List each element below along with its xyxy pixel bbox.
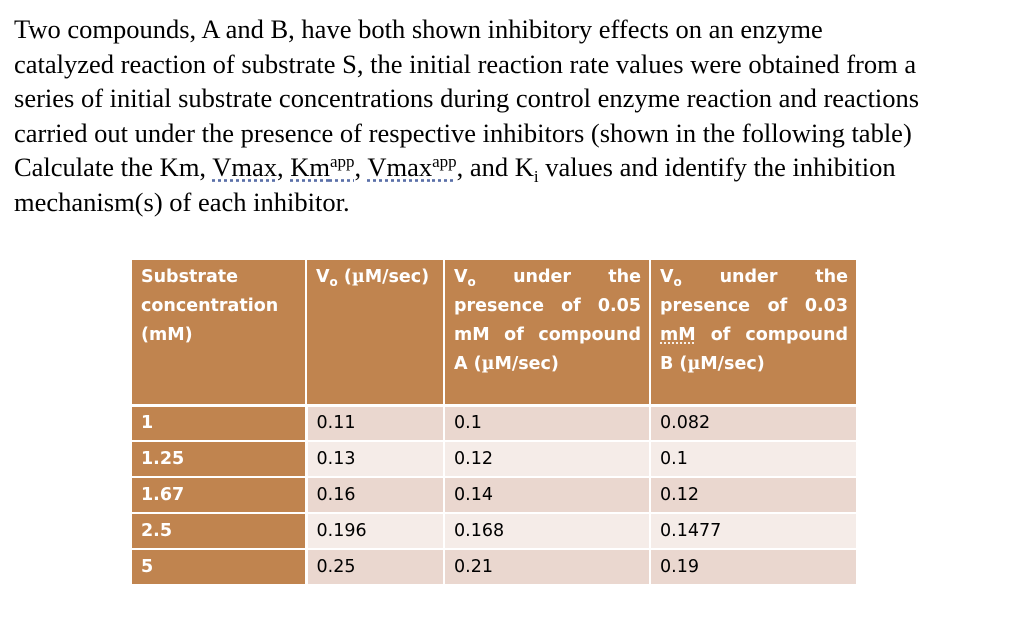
cell-compound-a: 0.1 [444, 405, 651, 442]
question-line-6: mechanism(s) of each inhibitor. [14, 186, 350, 217]
header-compound-a: Vo under the presence of 0.05 mM of comp… [444, 260, 651, 407]
table-row: 1.25 0.13 0.12 0.1 [132, 441, 856, 478]
cell-v0: 0.25 [306, 549, 445, 586]
cell-substrate: 1.67 [132, 477, 308, 514]
separator-1: , [276, 152, 291, 182]
question-line-5: Calculate the Km, Vmax, Kmapp, Vmaxapp, … [14, 150, 1014, 185]
question-line-2: catalyzed reaction of substrate S, the i… [14, 48, 917, 79]
cell-substrate: 2.5 [132, 513, 308, 550]
cell-substrate: 1 [132, 405, 308, 442]
cell-substrate: 5 [132, 549, 308, 586]
line5-prefix: Calculate the Km, [14, 152, 213, 182]
table-header-row: Substrate concentration (mM) Vo (µM/sec)… [132, 260, 856, 407]
cell-compound-b: 0.1 [650, 441, 856, 478]
cell-v0: 0.16 [306, 477, 445, 514]
vmax2-term: Vmax [367, 152, 433, 182]
line5-suffix: values and identify the inhibition [538, 152, 896, 182]
cell-v0: 0.13 [306, 441, 445, 478]
question-line-1: Two compounds, A and B, have both shown … [14, 14, 823, 44]
cell-compound-a: 0.12 [444, 441, 651, 478]
table-row: 1 0.11 0.1 0.082 [132, 405, 856, 442]
table-row: 1.67 0.16 0.14 0.12 [132, 477, 856, 514]
vmax-app-term: Vmaxapp [367, 152, 456, 182]
header-v0: Vo (µM/sec) [306, 260, 445, 407]
vmax-app-superscript: app [432, 152, 457, 171]
vmax-term: Vmax [212, 152, 277, 182]
cell-compound-a: 0.168 [444, 513, 651, 550]
separator-3: , and K [456, 152, 534, 182]
table-row: 2.5 0.196 0.168 0.1477 [132, 513, 856, 550]
cell-compound-b: 0.12 [650, 477, 856, 514]
data-table: Substrate concentration (mM) Vo (µM/sec)… [132, 260, 856, 586]
km-app-term: Kmapp [290, 152, 354, 182]
header-substrate: Substrate concentration (mM) [132, 260, 307, 407]
separator-2: , [354, 152, 368, 182]
table-row: 5 0.25 0.21 0.19 [132, 549, 856, 586]
cell-compound-a: 0.21 [444, 549, 651, 586]
ki-subscript: i [533, 167, 539, 186]
cell-substrate: 1.25 [132, 441, 308, 478]
cell-compound-b: 0.19 [650, 549, 856, 586]
question-text: Two compounds, A and B, have both shown … [14, 12, 1014, 219]
header-compound-b: Vo under the presence of 0.03 mM of comp… [650, 260, 856, 407]
question-line-4: carried out under the presence of respec… [14, 117, 912, 148]
cell-compound-b: 0.082 [650, 405, 856, 442]
km-term: Km [290, 152, 330, 182]
cell-compound-a: 0.14 [444, 477, 651, 514]
question-line-3: series of initial substrate concentratio… [14, 83, 920, 113]
cell-v0: 0.196 [306, 513, 445, 550]
cell-v0: 0.11 [306, 405, 445, 442]
km-app-superscript: app [329, 152, 355, 171]
cell-compound-b: 0.1477 [650, 513, 856, 550]
